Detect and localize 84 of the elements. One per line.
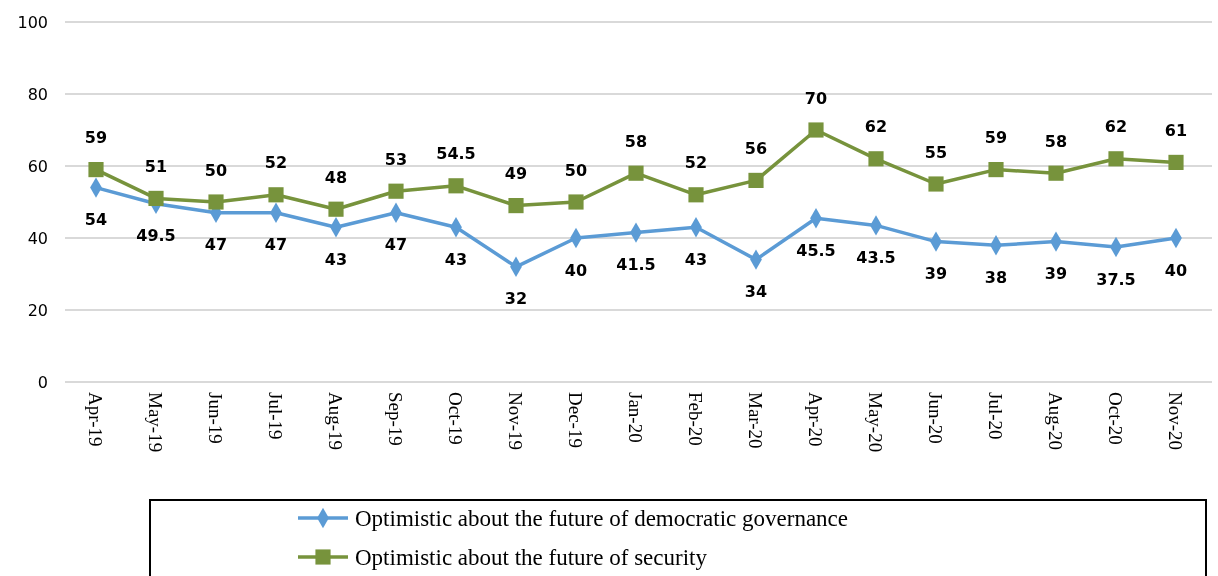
- x-tick-label: Sep-19: [385, 392, 407, 446]
- x-tick-label: Feb-20: [685, 392, 707, 446]
- point: [1108, 151, 1124, 167]
- point: [628, 165, 644, 181]
- x-tick-label: May-19: [145, 392, 167, 453]
- data-label: 70: [804, 88, 828, 108]
- data-label: 61: [1164, 121, 1188, 140]
- point: [1168, 154, 1184, 170]
- data-label: 52: [684, 153, 708, 173]
- data-label: 40: [564, 260, 588, 280]
- point: [868, 151, 884, 167]
- data-label: 43: [444, 249, 468, 269]
- data-label: 45.5: [796, 240, 836, 260]
- point: [508, 198, 524, 214]
- data-label: 49: [504, 164, 528, 184]
- data-label: 32: [504, 289, 528, 309]
- data-label: 56: [744, 139, 768, 158]
- data-label: 43: [684, 249, 708, 269]
- data-label: 54: [84, 210, 108, 230]
- x-tick-label: Aug-20: [1045, 392, 1067, 451]
- data-label: 62: [1104, 117, 1128, 137]
- point: [328, 201, 344, 217]
- data-label: 54.5: [436, 144, 476, 164]
- data-label: 59: [84, 128, 108, 148]
- data-label: 58: [1044, 131, 1068, 151]
- x-tick-label: Jun-19: [205, 392, 227, 444]
- data-label: 50: [204, 160, 228, 180]
- x-tick-label: Apr-19: [85, 392, 107, 447]
- data-label: 43.5: [856, 248, 896, 267]
- x-tick-label: Jul-19: [265, 392, 287, 440]
- x-tick-label: Apr-20: [805, 392, 827, 447]
- data-label: 37.5: [1096, 269, 1136, 289]
- point: [88, 162, 104, 178]
- point: [1048, 165, 1064, 181]
- data-label: 43: [324, 249, 348, 269]
- y-tick-label: 60: [27, 156, 48, 176]
- x-tick-label: Jun-20: [925, 392, 947, 444]
- data-label: 52: [264, 153, 288, 173]
- point: [568, 194, 584, 210]
- point: [808, 122, 824, 138]
- data-label: 38: [984, 267, 1008, 287]
- x-tick-label: Jul-20: [985, 392, 1007, 440]
- data-label: 40: [1164, 260, 1188, 280]
- y-tick-label: 0: [37, 372, 48, 392]
- data-label: 62: [864, 117, 888, 137]
- y-tick-label: 100: [17, 12, 48, 32]
- x-tick-label: Jan-20: [625, 392, 647, 443]
- point: [928, 176, 944, 192]
- legend-label: Optimistic about the future of democratic governance: [355, 506, 849, 532]
- x-tick-label: Oct-20: [1105, 392, 1127, 445]
- data-label: 41.5: [616, 255, 656, 275]
- point: [268, 187, 284, 203]
- y-tick-label: 80: [27, 84, 48, 104]
- x-tick-label: Mar-20: [745, 392, 767, 449]
- data-label: 51: [144, 157, 168, 176]
- data-label: 34: [744, 282, 768, 302]
- point: [688, 187, 704, 203]
- data-label: 53: [384, 149, 408, 169]
- data-label: 47: [204, 235, 228, 255]
- x-tick-label: May-20: [865, 392, 887, 453]
- data-label: 47: [264, 235, 288, 255]
- point: [208, 194, 224, 210]
- point: [988, 162, 1004, 178]
- legend-label: Optimistic about the future of security: [355, 545, 708, 571]
- point: [748, 172, 764, 188]
- data-label: 58: [624, 131, 648, 151]
- point: [148, 190, 164, 206]
- x-tick-label: Nov-19: [505, 392, 527, 451]
- data-label: 39: [924, 264, 948, 284]
- data-label: 55: [924, 142, 948, 162]
- x-tick-label: Oct-19: [445, 392, 467, 445]
- point: [448, 178, 464, 194]
- data-label: 47: [384, 235, 408, 255]
- data-label: 39: [1044, 264, 1068, 284]
- data-label: 49.5: [136, 226, 176, 246]
- y-tick-label: 40: [27, 228, 48, 248]
- x-tick-label: Dec-19: [565, 392, 587, 448]
- point: [388, 183, 404, 199]
- data-label: 48: [324, 167, 348, 187]
- y-tick-label: 20: [27, 300, 48, 320]
- x-tick-label: Aug-19: [325, 392, 347, 451]
- x-tick-label: Nov-20: [1165, 392, 1187, 451]
- data-label: 50: [564, 160, 588, 180]
- data-label: 59: [984, 128, 1008, 148]
